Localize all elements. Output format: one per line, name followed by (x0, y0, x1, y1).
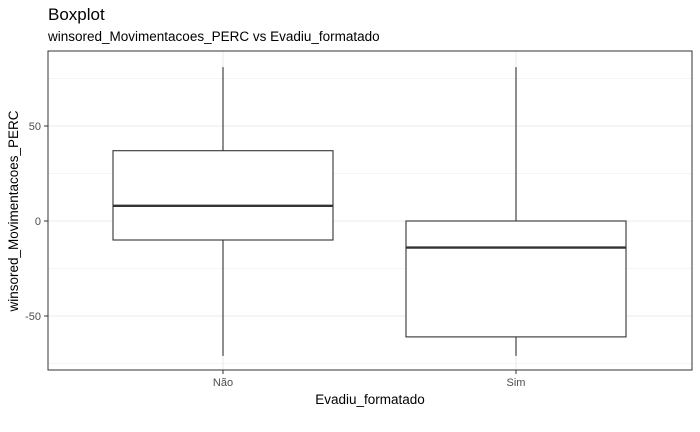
y-tick-label: 50 (29, 121, 41, 133)
panel-border (47, 50, 693, 371)
y-axis-title: winsored_Movimentacoes_PERC (6, 110, 21, 312)
box-Sim (405, 67, 627, 356)
x-tick-label: Não (213, 377, 233, 389)
x-axis: Não Sim (213, 370, 526, 389)
iqr-box (112, 150, 334, 241)
box-Não (112, 67, 334, 356)
boxes (112, 67, 627, 356)
iqr-box (405, 220, 627, 338)
x-axis-title: Evadiu_formatado (315, 392, 425, 407)
x-tick-label: Sim (507, 377, 526, 389)
chart-title: Boxplot (48, 5, 105, 24)
chart-subtitle: winsored_Movimentacoes_PERC vs Evadiu_fo… (47, 29, 380, 44)
y-axis: -50 0 50 (25, 121, 48, 323)
y-tick-label: -50 (25, 311, 41, 323)
y-tick-label: 0 (35, 216, 41, 228)
